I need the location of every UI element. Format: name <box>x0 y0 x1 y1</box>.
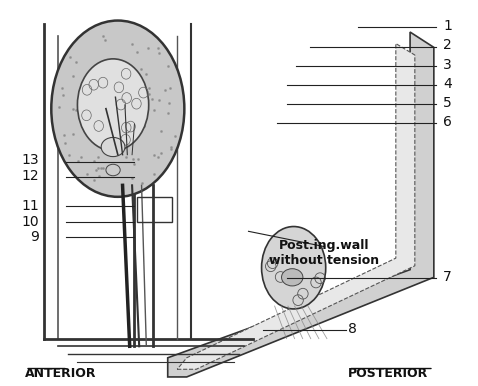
Text: 1: 1 <box>444 19 452 33</box>
Ellipse shape <box>106 164 120 176</box>
Text: 7: 7 <box>444 270 452 284</box>
Text: 2: 2 <box>444 39 452 52</box>
Text: POSTERIOR: POSTERIOR <box>348 367 429 380</box>
Polygon shape <box>168 32 434 377</box>
Ellipse shape <box>261 227 326 309</box>
Text: 9: 9 <box>31 230 39 244</box>
Text: 3: 3 <box>444 58 452 72</box>
Ellipse shape <box>101 137 125 157</box>
Polygon shape <box>177 44 415 369</box>
Bar <box>137 197 173 222</box>
Text: ANTERIOR: ANTERIOR <box>25 367 97 380</box>
Text: 5: 5 <box>444 96 452 110</box>
Text: 11: 11 <box>22 200 39 213</box>
Text: 12: 12 <box>22 169 39 183</box>
Text: Post.ing.wall
without tension: Post.ing.wall without tension <box>270 239 380 267</box>
Text: 4: 4 <box>444 77 452 91</box>
Ellipse shape <box>282 269 303 286</box>
Ellipse shape <box>77 59 149 151</box>
Text: 10: 10 <box>22 215 39 229</box>
Text: 13: 13 <box>22 153 39 168</box>
Ellipse shape <box>51 20 185 197</box>
Text: 6: 6 <box>444 115 452 129</box>
Text: 8: 8 <box>348 322 357 336</box>
